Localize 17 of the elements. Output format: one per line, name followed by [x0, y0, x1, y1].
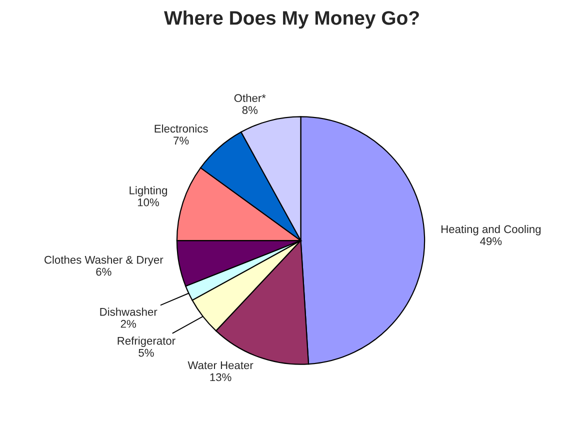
data-label: 49% [480, 237, 502, 246]
data-label: 5% [138, 348, 154, 357]
slice-label: Lighting [130, 186, 167, 196]
chart-title: Where Does My Money Go? [164, 10, 419, 29]
slice-label: Heating and Cooling [442, 224, 541, 236]
slice-label: Clothes Washer & Dryer [44, 256, 164, 266]
data-label: 2% [120, 320, 136, 328]
slice-label: Dishwasher [100, 308, 158, 316]
slice-label: Refrigerator [118, 336, 176, 347]
slice-label: Electronics [154, 124, 208, 133]
data-label: 6% [96, 268, 112, 276]
data-label: 10% [138, 198, 159, 206]
slice-label: Other* [234, 94, 266, 102]
data-label: 13% [210, 373, 232, 382]
data-label: 8% [242, 106, 258, 114]
data-label: 7% [174, 136, 189, 145]
slice-label: Water Heater [188, 361, 254, 370]
